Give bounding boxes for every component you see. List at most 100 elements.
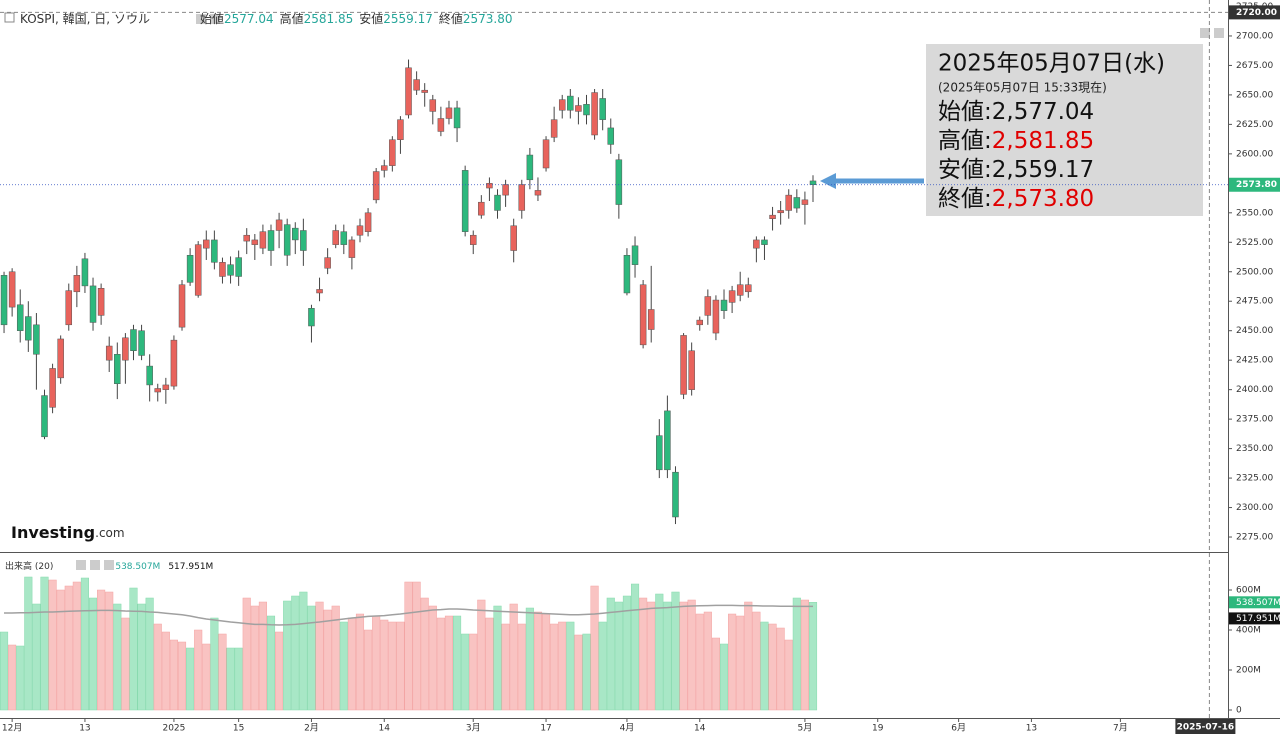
candle-body — [203, 239, 210, 249]
y-tick-label: 2550.00 — [1236, 208, 1273, 218]
candle-body — [769, 214, 776, 219]
volume-bar — [121, 617, 130, 711]
volume-bar — [485, 617, 494, 711]
scale-icon[interactable] — [1214, 28, 1224, 38]
settings-icon[interactable] — [76, 560, 86, 570]
scale-icon[interactable] — [1200, 28, 1210, 38]
candle-body — [591, 92, 598, 136]
volume-bar — [153, 623, 162, 711]
watermark-suffix: .com — [95, 526, 124, 540]
candle-body — [138, 330, 145, 356]
volume-bar — [242, 597, 251, 711]
candle-body — [8, 271, 16, 308]
tooltip-note: (2025年05月07日 15:33現在) — [938, 81, 1107, 95]
ohlc-value: 2573.80 — [463, 12, 513, 26]
candle-body — [49, 368, 56, 408]
volume-bar — [258, 601, 267, 711]
volume-bar — [550, 623, 559, 711]
cursor-date-label: 2025-07-16 — [1177, 723, 1235, 733]
candle-body — [558, 99, 566, 111]
candle-body — [300, 230, 307, 251]
candle-body — [162, 384, 170, 390]
volume-bar — [80, 577, 89, 711]
volume-bar — [744, 601, 753, 711]
volume-bar — [622, 595, 631, 711]
volume-bar — [736, 615, 745, 711]
candle-body — [647, 309, 655, 330]
volume-bar — [331, 605, 340, 711]
settings-icon[interactable] — [90, 560, 100, 570]
close-icon[interactable] — [104, 560, 114, 570]
volume-bar — [56, 589, 65, 711]
volume-bar — [250, 605, 259, 711]
candle-body — [502, 184, 509, 196]
volume-bar — [525, 607, 534, 711]
volume-bar — [420, 597, 429, 711]
x-tick-label: 13 — [79, 724, 90, 734]
candle-body — [736, 284, 744, 296]
candle-body — [105, 345, 113, 361]
candle-body — [194, 244, 202, 296]
volume-bar — [210, 617, 219, 711]
volume-bar — [202, 643, 211, 711]
candle-body — [631, 245, 639, 265]
collapse-icon[interactable] — [4, 12, 15, 23]
volume-bar — [800, 599, 809, 711]
volume-bar — [48, 579, 57, 711]
x-tick-label: 5月 — [798, 723, 813, 734]
volume-bar — [461, 633, 470, 711]
tooltip-value: 2,559.17 — [992, 157, 1094, 183]
volume-bar — [177, 641, 187, 711]
volume-bar — [404, 581, 413, 711]
candle-body — [97, 288, 105, 316]
volume-bar — [469, 633, 478, 711]
candle-body — [130, 329, 137, 351]
candle-body — [656, 435, 663, 471]
volume-bar — [186, 647, 195, 711]
volume-bar — [768, 623, 777, 711]
x-tick-label: 2025 — [162, 724, 185, 734]
volume-bar — [372, 615, 381, 711]
volume-bar — [364, 629, 373, 711]
volume-bar — [752, 611, 761, 711]
volume-last-axis-label: 538.507M — [1236, 598, 1280, 608]
candle-body — [421, 89, 428, 93]
ohlc-value: 2577.04 — [224, 12, 274, 26]
volume-y-tick-label: 400M — [1236, 626, 1261, 636]
x-tick-label: 6月 — [951, 723, 966, 734]
candle-body — [429, 99, 437, 112]
settings-icon[interactable] — [210, 14, 220, 24]
volume-bar — [315, 601, 324, 711]
volume-bar — [671, 591, 680, 711]
volume-bar — [347, 617, 356, 711]
candle-body — [478, 201, 485, 216]
volume-bar — [614, 601, 623, 711]
tooltip-date: 2025年05月07日(水) — [938, 51, 1165, 77]
candle-body — [16, 304, 24, 331]
volume-bar — [776, 627, 785, 711]
volume-bar — [509, 603, 518, 711]
candle-body — [251, 239, 259, 245]
volume-bar — [574, 634, 583, 711]
volume-y-tick-label: 0 — [1236, 706, 1242, 716]
cursor-price-box — [1229, 5, 1280, 20]
volume-last-box — [1229, 596, 1280, 609]
ohlc-value: 2559.17 — [383, 12, 433, 26]
volume-title: 出来高 (20) — [5, 560, 53, 572]
ohlc-label: 高値 — [280, 11, 304, 26]
volume-bar — [283, 600, 292, 711]
volume-bar — [598, 621, 607, 711]
settings-icon[interactable] — [196, 14, 206, 24]
volume-bar — [566, 621, 575, 711]
volume-bar — [784, 639, 793, 711]
candle-body — [348, 239, 356, 258]
candle-body — [486, 183, 493, 189]
candle-body — [445, 107, 453, 119]
x-tick-label: 2月 — [304, 723, 319, 734]
volume-bar — [105, 591, 114, 711]
candle-body — [542, 139, 550, 169]
volume-bar — [72, 581, 81, 711]
candle-body — [186, 254, 194, 283]
candle-body — [809, 180, 817, 185]
